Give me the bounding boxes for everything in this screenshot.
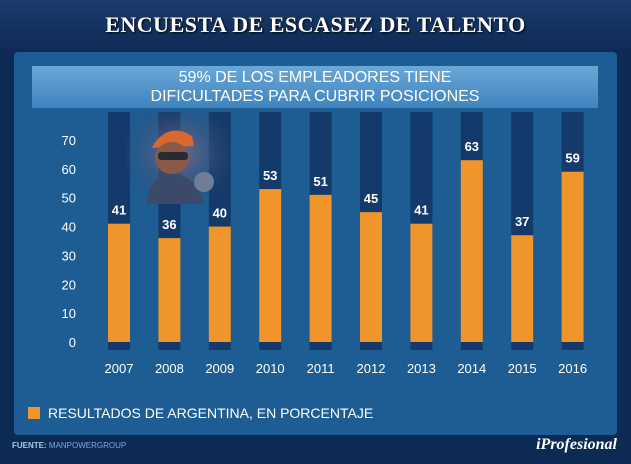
worker-photo-icon (126, 112, 230, 204)
bar-value-label: 37 (515, 214, 529, 229)
page-title: ENCUESTA DE ESCASEZ DE TALENTO (105, 12, 526, 37)
bar-value-label: 41 (112, 203, 126, 218)
y-tick-label: 0 (69, 335, 76, 350)
y-tick-label: 20 (62, 277, 76, 292)
y-tick-label: 50 (62, 191, 76, 206)
bar-value-label: 36 (162, 217, 176, 232)
bar-value-label: 45 (364, 191, 378, 206)
x-tick-label: 2011 (307, 361, 335, 376)
x-tick-label: 2010 (256, 361, 285, 376)
subtitle-line-1: 59% DE LOS EMPLEADORES TIENE (178, 69, 452, 86)
x-tick-label: 2008 (155, 361, 184, 376)
x-tick-label: 2009 (205, 361, 234, 376)
x-tick-label: 2012 (357, 361, 386, 376)
bar (208, 226, 231, 342)
y-tick-label: 30 (62, 248, 76, 263)
bar (360, 212, 382, 342)
y-tick-label: 70 (62, 133, 76, 148)
source-note: FUENTE: MANPOWERGROUP (12, 441, 126, 450)
bar (309, 194, 332, 342)
subtitle-banner (32, 66, 598, 108)
bar (460, 160, 483, 342)
header-bar (0, 0, 631, 50)
bar-value-label: 51 (313, 174, 327, 189)
bar (511, 235, 534, 342)
subtitle-line-2: DIFICULTADES PARA CUBRIR POSICIONES (150, 88, 480, 105)
bar (108, 223, 130, 342)
source-value: MANPOWERGROUP (48, 441, 127, 450)
brand-logo: iProfesional (536, 436, 617, 453)
bar (259, 189, 282, 342)
x-tick-label: 2016 (558, 361, 587, 376)
x-tick-label: 2015 (508, 361, 537, 376)
x-tick-label: 2013 (407, 361, 436, 376)
x-tick-label: 2014 (457, 361, 486, 376)
bar (158, 238, 181, 342)
y-tick-label: 40 (62, 220, 76, 235)
bar-value-label: 53 (263, 168, 277, 183)
bar (561, 171, 584, 342)
bar-value-label: 40 (213, 206, 227, 221)
legend-label: RESULTADOS DE ARGENTINA, EN PORCENTAJE (48, 405, 374, 421)
y-tick-label: 10 (62, 306, 76, 321)
bar (410, 223, 433, 342)
bar-value-label: 41 (414, 203, 428, 218)
bar-value-label: 63 (465, 139, 479, 154)
bar-value-label: 59 (565, 151, 579, 166)
legend-swatch (28, 407, 40, 419)
chart-subtitle: 59% DE LOS EMPLEADORES TIENE DIFICULTADE… (32, 68, 598, 106)
source-label: FUENTE: (12, 441, 47, 450)
x-tick-label: 2007 (105, 361, 134, 376)
y-tick-label: 60 (62, 162, 76, 177)
footer-bar (0, 436, 631, 464)
